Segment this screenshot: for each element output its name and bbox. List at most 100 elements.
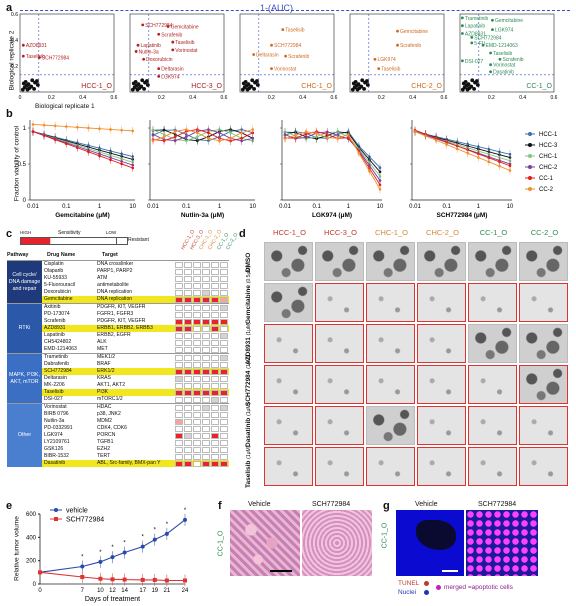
drug-target: ERBB1, ERBB2, ERBB3 (97, 325, 153, 331)
organoid-image (366, 324, 415, 363)
data-point (245, 87, 250, 92)
drug-label: Vorinostat (274, 67, 297, 73)
sensitivity-cell (193, 268, 201, 275)
sensitivity-cell (184, 396, 192, 403)
sensitivity-cell (211, 346, 219, 353)
panel-b-legend: HCC-1 HCC-3 CHC-1 CHC-2 CC-1 CC-2 (525, 132, 558, 193)
sensitivity-cell (193, 311, 201, 318)
sensitivity-cell (175, 404, 183, 411)
organoid-image (519, 365, 568, 404)
drug-name: Trametinib (44, 354, 68, 360)
sensitivity-cell (220, 354, 228, 361)
drug-label: Taselisib (285, 28, 304, 34)
organoid-image (468, 406, 517, 445)
series-point (325, 136, 329, 140)
highlight-point (157, 67, 161, 70)
significance-star: * (111, 545, 114, 551)
data-point (242, 85, 247, 90)
sensitivity-cell (202, 282, 210, 289)
table-row: Trametinib MEK1/2 (42, 354, 229, 361)
series-point (283, 137, 287, 140)
header-drug: Drug Name (47, 252, 76, 258)
sensitivity-cell (220, 396, 228, 403)
organoid-image (315, 283, 364, 322)
grid-row-label: Gemcitabine (0.5μM) (244, 265, 252, 324)
drug-name: BIBR-1532 (44, 453, 69, 459)
legend-gradient-bar (20, 237, 118, 245)
drug-name: EMD-1214063 (44, 346, 77, 352)
x-tick-label: 1 (218, 204, 222, 210)
table-row: DSI-027 mTORC1/2 (42, 396, 229, 403)
sensitivity-cell (184, 318, 192, 325)
series-point (229, 136, 232, 140)
drug-label: Taselisib (26, 54, 45, 60)
drug-label: SCH772984 (474, 35, 501, 41)
x-tick-label: 0.4 (409, 95, 416, 101)
table-row: Vorinostat HDAC (42, 404, 229, 411)
data-point (362, 86, 366, 91)
sensitivity-cell (211, 368, 219, 375)
sensitivity-cell (175, 361, 183, 368)
legend-high-label: HIGH (20, 230, 32, 235)
series-point (378, 174, 382, 178)
drug-target: ERBB2, EGFR (97, 332, 131, 338)
data-point (461, 81, 466, 86)
significance-star: * (81, 555, 84, 561)
data-point (252, 86, 256, 91)
drug-target: FGFR1, FGFR3 (97, 311, 134, 317)
x-tick-label: 0 (19, 95, 22, 101)
drug-name: LY2109761 (44, 439, 70, 445)
series-point (140, 544, 145, 549)
drug-target: p38, JNK2 (97, 411, 121, 417)
scatter-subplot: 0.2 0.4 0.6 Taselisib SCH772984 Deltarasin Scr… (239, 13, 338, 101)
significance-star: * (99, 550, 102, 556)
subplot-frame (459, 13, 555, 93)
series-point (98, 559, 103, 564)
table-row: BIBR-1532 TERT (42, 453, 229, 460)
series-point (98, 154, 101, 158)
panel-label-f: f (218, 500, 222, 512)
sensitivity-cell (202, 375, 210, 382)
x-tick-label: 0.2 (488, 95, 495, 101)
sensitivity-cell (184, 411, 192, 418)
drug-label: Deltarasin (161, 67, 184, 73)
series-point (184, 135, 188, 139)
sensitivity-cell (193, 396, 201, 403)
series-line (32, 131, 133, 157)
drug-name: Deltarasin (44, 375, 67, 381)
sensitivity-cell (184, 432, 192, 439)
series-line (284, 131, 381, 190)
pathway-group: Other Vorinostat HDAC BIRB 0796 p38, JNK2 Nut… (7, 403, 229, 467)
organoid-image (417, 365, 466, 404)
x-tick-label: 0.1 (62, 204, 71, 210)
drug-target: KRAS (97, 375, 111, 381)
sensitivity-cell (202, 446, 210, 453)
organoid-image (519, 283, 568, 322)
y-tick-label: 0.2 (11, 64, 18, 70)
highlight-point (171, 40, 175, 44)
sensitivity-cell (175, 261, 183, 268)
data-point (473, 80, 477, 85)
sensitivity-cell (220, 339, 228, 346)
table-row: EMD-1214063 MET (42, 346, 229, 353)
highlight-point (491, 18, 494, 22)
organoid-image (366, 283, 415, 322)
legend-merged: merged =apoptotic cells (444, 584, 513, 591)
series-line (152, 129, 253, 142)
x-tick-label: 21 (164, 588, 171, 594)
series-point (196, 131, 199, 135)
legend-swatch-point (528, 143, 532, 147)
sensitivity-cell (175, 432, 183, 439)
series-point (251, 128, 255, 131)
drug-name: CH5424802 (44, 339, 72, 345)
drug-label: Scrafenib (502, 57, 523, 63)
table-row: Deltarasin KRAS (42, 375, 229, 382)
sensitivity-cell (193, 389, 201, 396)
table-row: Dabrafenib BRAF (42, 361, 229, 368)
organoid-image (468, 283, 517, 322)
sensitivity-cell (220, 311, 228, 318)
legend-low-label: LOW (106, 230, 117, 235)
sensitivity-cell (175, 275, 183, 282)
sensitivity-cell (175, 296, 183, 303)
drug-label: SCH772984 (274, 43, 301, 49)
